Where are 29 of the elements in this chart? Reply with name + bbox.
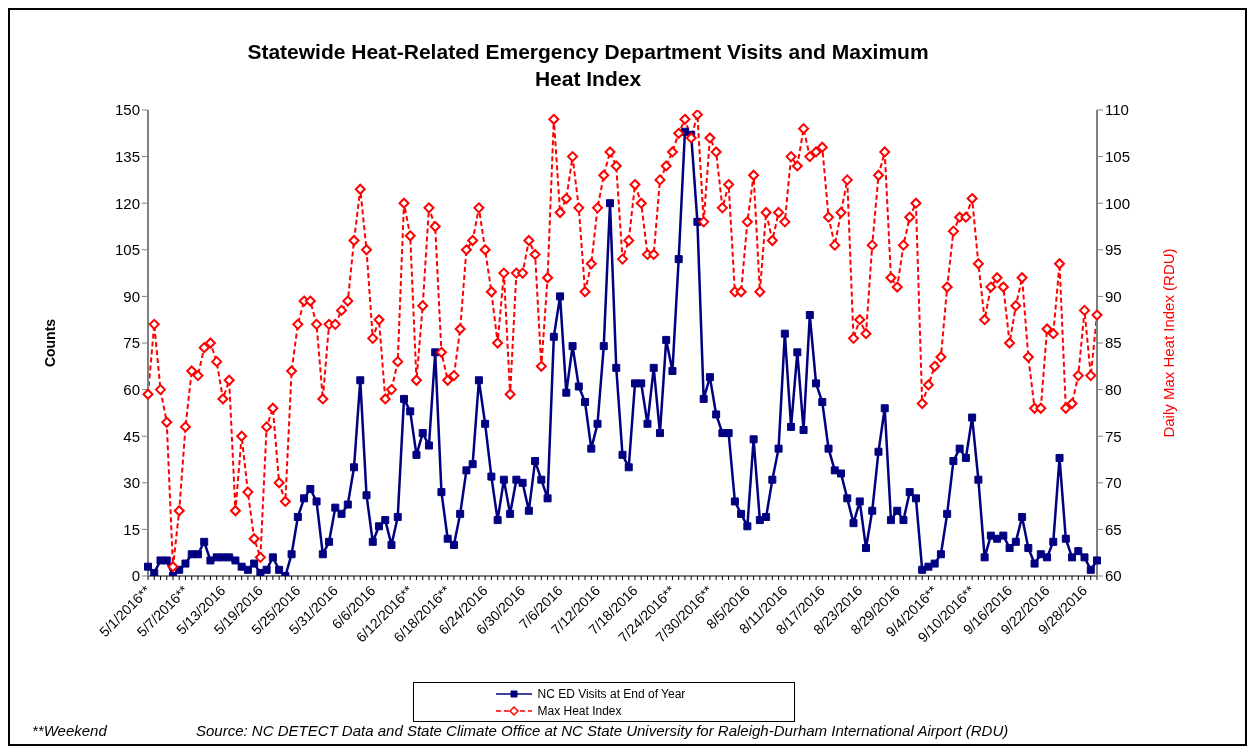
- y-tick-label: 45: [123, 427, 140, 445]
- y-tick-label: 30: [123, 474, 140, 492]
- y2-tick-label: 105: [1105, 147, 1131, 165]
- source-note: Source: NC DETECT Data and State Climate Office at NC State University for Raleigh-Durham International Airport (RDU): [196, 722, 1009, 739]
- y2-tick-label: 85: [1105, 334, 1122, 352]
- y-tick-label: 60: [123, 380, 140, 398]
- y2-tick-label: 65: [1105, 520, 1122, 538]
- y2-tick-label: 90: [1105, 287, 1122, 305]
- y-tick-label: 135: [114, 147, 140, 165]
- legend-label: NC ED Visits at End of Year: [537, 686, 686, 701]
- y-tick-label: 150: [114, 101, 140, 119]
- y-tick-label: 90: [123, 287, 140, 305]
- y-axis-title: Counts: [41, 318, 58, 368]
- y2-tick-label: 100: [1105, 194, 1131, 212]
- y2-tick-label: 80: [1105, 380, 1122, 398]
- y-tick-label: 105: [114, 241, 140, 259]
- y2-tick-label: 110: [1105, 101, 1129, 119]
- y-tick-label: 75: [123, 334, 140, 352]
- text: **Weekend: [32, 722, 107, 739]
- y2-tick-label: 95: [1105, 241, 1122, 259]
- y2-tick-label: 70: [1105, 474, 1122, 492]
- legend-label: Max Heat Index: [537, 703, 622, 718]
- y2-axis-title: Daily Max Heat Index (RDU): [1160, 248, 1178, 438]
- y2-tick-label: 60: [1105, 567, 1122, 585]
- y2-tick-label: 75: [1105, 427, 1122, 445]
- y-tick-label: 15: [123, 520, 140, 538]
- chart-title: Statewide Heat-Related Emergency Department Visits and Maximum Heat Index: [246, 39, 930, 92]
- y-tick-label: 120: [114, 194, 140, 212]
- y-tick-label: 0: [131, 567, 140, 585]
